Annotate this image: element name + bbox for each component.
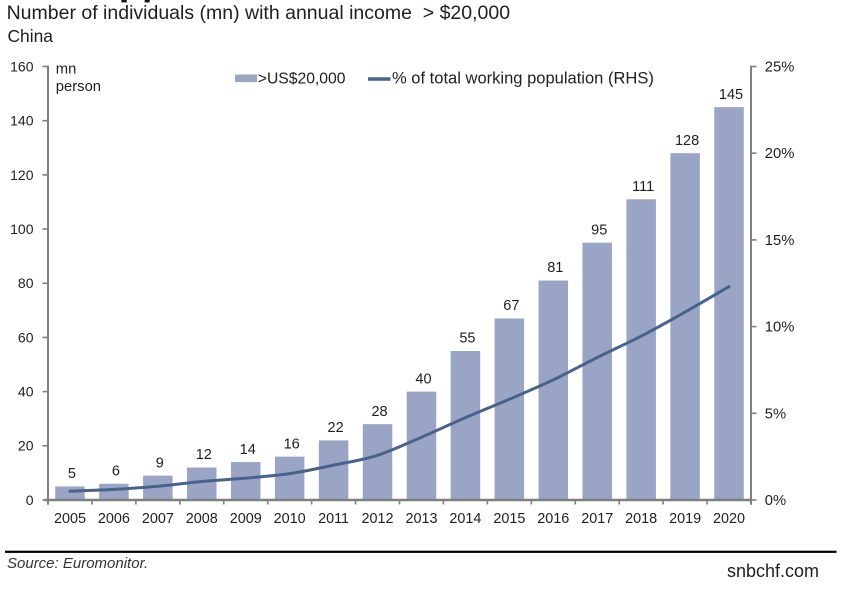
svg-text:9: 9 <box>156 455 164 471</box>
svg-text:2013: 2013 <box>405 511 437 527</box>
svg-text:2019: 2019 <box>669 511 701 527</box>
svg-text:2020: 2020 <box>713 511 745 527</box>
svg-text:95: 95 <box>591 222 607 238</box>
svg-text:81: 81 <box>547 260 563 276</box>
svg-text:5: 5 <box>68 466 76 482</box>
svg-text:2015: 2015 <box>493 511 525 527</box>
svg-text:120: 120 <box>10 167 34 183</box>
svg-text:67: 67 <box>503 298 519 314</box>
svg-text:15%: 15% <box>765 233 795 249</box>
svg-text:2006: 2006 <box>98 511 130 527</box>
svg-text:2017: 2017 <box>581 511 613 527</box>
svg-text:2010: 2010 <box>274 511 306 527</box>
svg-text:160: 160 <box>10 58 34 74</box>
svg-text:2008: 2008 <box>186 511 218 527</box>
svg-text:2012: 2012 <box>362 511 394 527</box>
svg-text:2005: 2005 <box>54 511 86 527</box>
svg-text:40: 40 <box>18 384 34 400</box>
svg-text:28: 28 <box>371 404 387 420</box>
svg-text:25%: 25% <box>765 60 795 76</box>
svg-text:20%: 20% <box>765 146 795 162</box>
svg-text:2009: 2009 <box>230 511 262 527</box>
svg-text:0: 0 <box>26 492 34 508</box>
svg-text:20: 20 <box>18 438 34 454</box>
svg-text:0%: 0% <box>765 493 786 509</box>
svg-text:person: person <box>56 79 101 95</box>
svg-text:55: 55 <box>459 331 475 347</box>
svg-text:% of total working population: % of total working population (RHS) <box>392 69 654 88</box>
svg-text:111: 111 <box>632 179 654 195</box>
svg-text:2016: 2016 <box>537 511 569 527</box>
svg-text:2011: 2011 <box>318 511 349 527</box>
svg-text:>US$20,000: >US$20,000 <box>258 71 346 88</box>
svg-text:Number of individuals (mn) wit: Number of individuals (mn) with annual i… <box>7 2 511 24</box>
svg-text:snbchf.com: snbchf.com <box>727 561 819 581</box>
svg-text:140: 140 <box>10 113 34 129</box>
svg-text:6: 6 <box>112 463 120 479</box>
svg-text:10%: 10% <box>765 320 795 336</box>
svg-text:5%: 5% <box>765 406 786 422</box>
svg-text:40: 40 <box>415 371 431 387</box>
svg-text:China: China <box>8 26 54 46</box>
svg-text:14: 14 <box>240 442 256 458</box>
svg-text:2007: 2007 <box>142 511 174 527</box>
svg-text:Source: Euromonitor.: Source: Euromonitor. <box>7 555 148 572</box>
svg-text:22: 22 <box>328 420 344 436</box>
svg-text:mn: mn <box>56 62 77 78</box>
svg-text:128: 128 <box>675 133 699 149</box>
svg-text:80: 80 <box>18 275 34 291</box>
svg-text:100: 100 <box>10 221 34 237</box>
svg-text:16: 16 <box>284 436 300 452</box>
svg-text:2014: 2014 <box>449 511 481 527</box>
svg-text:2018: 2018 <box>625 511 657 527</box>
svg-text:12: 12 <box>196 447 212 463</box>
svg-text:60: 60 <box>18 329 34 345</box>
svg-text:145: 145 <box>719 87 743 103</box>
